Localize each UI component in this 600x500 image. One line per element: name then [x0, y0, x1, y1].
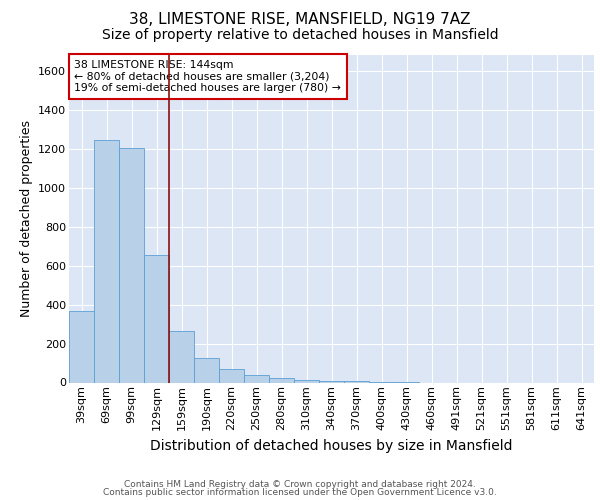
Bar [94, 140, 119, 382]
Bar [169, 331, 194, 382]
Text: Contains public sector information licensed under the Open Government Licence v3: Contains public sector information licen… [103, 488, 497, 497]
Bar [144, 255, 169, 382]
Text: 38, LIMESTONE RISE, MANSFIELD, NG19 7AZ: 38, LIMESTONE RISE, MANSFIELD, NG19 7AZ [129, 12, 471, 28]
Bar [344, 381, 369, 382]
X-axis label: Distribution of detached houses by size in Mansfield: Distribution of detached houses by size … [150, 438, 513, 452]
Bar [269, 378, 294, 382]
Bar [119, 148, 144, 382]
Y-axis label: Number of detached properties: Number of detached properties [20, 120, 32, 318]
Bar [294, 380, 319, 382]
Bar [69, 312, 94, 382]
Bar [219, 369, 244, 382]
Text: Size of property relative to detached houses in Mansfield: Size of property relative to detached ho… [101, 28, 499, 42]
Text: 38 LIMESTONE RISE: 144sqm
← 80% of detached houses are smaller (3,204)
19% of se: 38 LIMESTONE RISE: 144sqm ← 80% of detac… [74, 60, 341, 93]
Bar [319, 380, 344, 382]
Text: Contains HM Land Registry data © Crown copyright and database right 2024.: Contains HM Land Registry data © Crown c… [124, 480, 476, 489]
Bar [194, 358, 219, 382]
Bar [244, 375, 269, 382]
